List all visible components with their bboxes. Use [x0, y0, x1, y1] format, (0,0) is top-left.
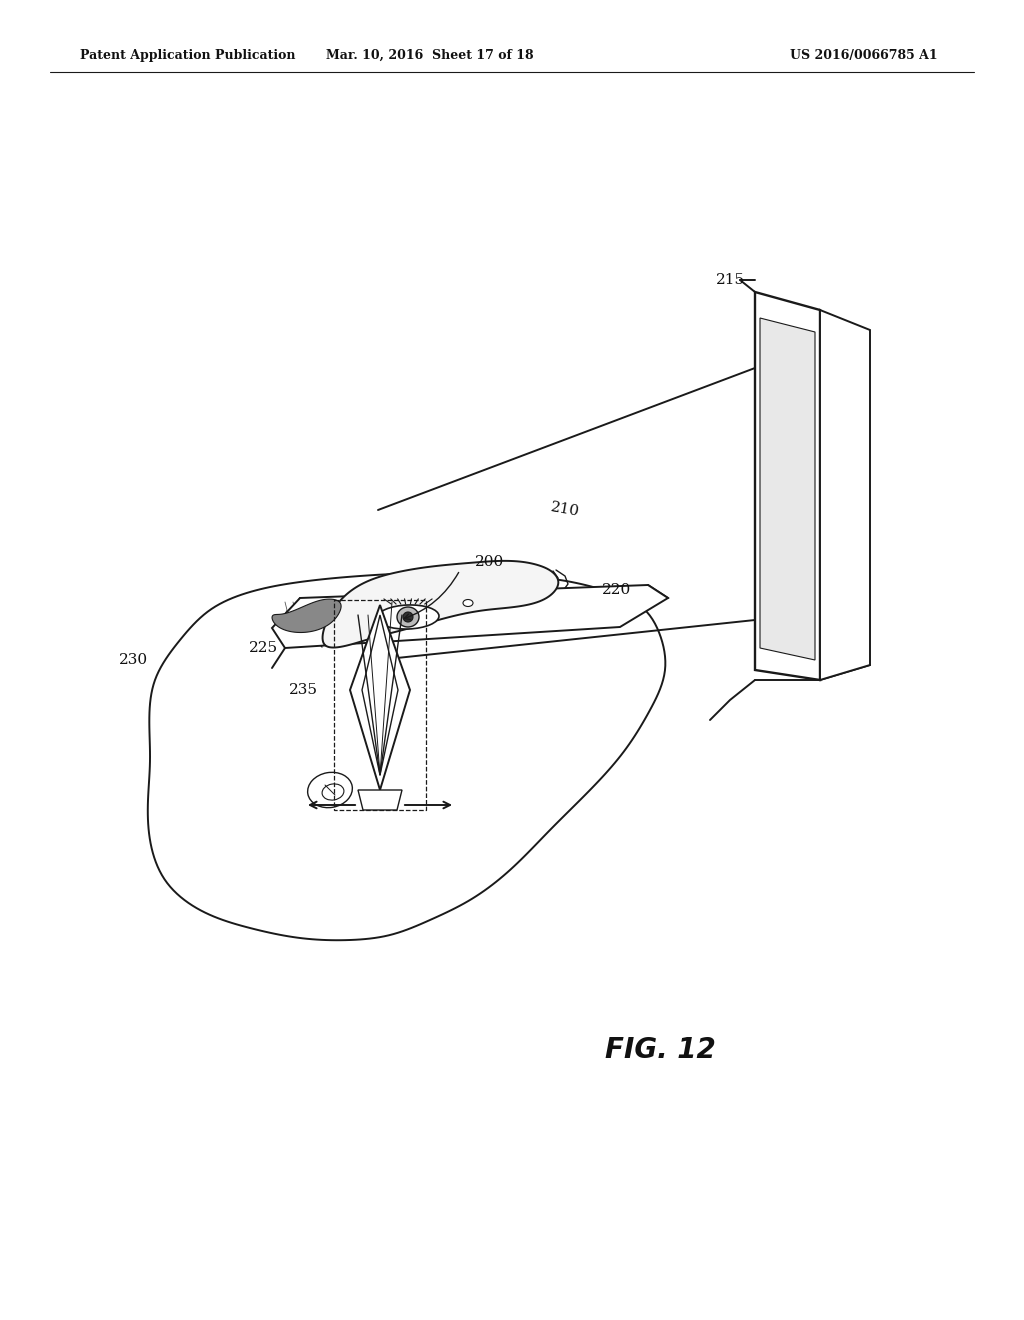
Polygon shape — [323, 561, 558, 648]
Ellipse shape — [307, 772, 352, 808]
Text: Mar. 10, 2016  Sheet 17 of 18: Mar. 10, 2016 Sheet 17 of 18 — [327, 49, 534, 62]
Text: 220: 220 — [602, 583, 631, 597]
Text: Patent Application Publication: Patent Application Publication — [80, 49, 296, 62]
Polygon shape — [760, 318, 815, 660]
Ellipse shape — [377, 605, 439, 630]
Text: 225: 225 — [249, 642, 278, 655]
Polygon shape — [272, 599, 341, 632]
Polygon shape — [820, 310, 870, 680]
Polygon shape — [350, 605, 410, 789]
Polygon shape — [362, 615, 398, 775]
Polygon shape — [272, 585, 668, 648]
Polygon shape — [358, 789, 402, 810]
Text: FIG. 12: FIG. 12 — [604, 1036, 716, 1064]
Text: 230: 230 — [119, 653, 148, 667]
Ellipse shape — [323, 784, 344, 800]
Ellipse shape — [397, 607, 419, 627]
Ellipse shape — [403, 612, 413, 622]
Text: 235: 235 — [289, 682, 318, 697]
Polygon shape — [755, 292, 820, 680]
Text: US 2016/0066785 A1: US 2016/0066785 A1 — [790, 49, 938, 62]
Polygon shape — [147, 573, 666, 940]
Text: 215: 215 — [716, 273, 745, 286]
Ellipse shape — [463, 599, 473, 606]
Text: 200: 200 — [475, 554, 504, 569]
Text: 210: 210 — [550, 500, 581, 520]
